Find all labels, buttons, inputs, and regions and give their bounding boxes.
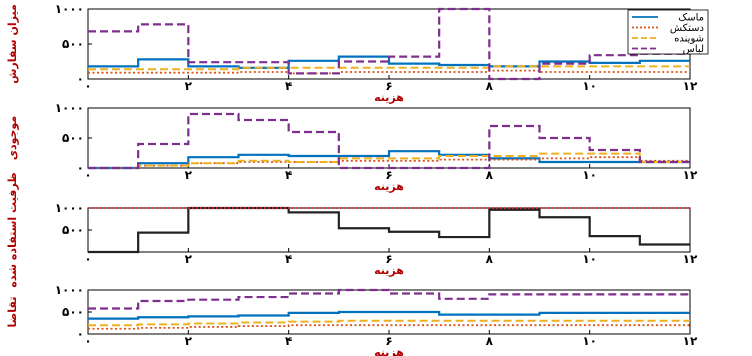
- x-axis-label: هزینه: [374, 180, 404, 193]
- x-tick-label: ۱۰: [582, 79, 597, 93]
- x-tick-label: ۸: [486, 79, 494, 93]
- y-tick-label: ۱۰۰۰: [55, 101, 84, 115]
- y-axis-label: میزان سفارش: [6, 4, 19, 84]
- y-tick-label: ۰: [77, 327, 84, 341]
- x-tick-label: ۰: [84, 334, 91, 348]
- x-tick-label: ۲: [185, 79, 193, 93]
- x-tick-label: ۱۰: [582, 252, 597, 266]
- y-tick-label: ۰: [77, 72, 84, 86]
- x-tick-label: ۰: [84, 168, 91, 182]
- y-tick-label: ۵۰۰: [62, 131, 84, 145]
- x-tick-label: ۱۲: [683, 79, 698, 93]
- series-line-4: [88, 112, 690, 170]
- y-axis-label: تقاضا: [6, 297, 19, 328]
- x-axis-label: هزینه: [374, 346, 404, 356]
- series-line-3: [88, 319, 690, 327]
- x-tick-label: ۰: [84, 79, 91, 93]
- series-line-4: [88, 288, 690, 310]
- series-line-1: [88, 310, 690, 320]
- series-line-3: [88, 152, 690, 169]
- x-tick-label: ۴: [285, 334, 292, 348]
- y-axis-label: موجودی: [6, 116, 19, 160]
- series-line-1: [88, 206, 690, 254]
- series-line-2: [88, 324, 690, 330]
- chart-panel-2: ۰ ۲ ۴ ۶ ۸ ۱۰ ۱۲ ۰ ۵۰۰ ۱۰۰۰ هزینه موجودی: [6, 101, 698, 193]
- x-tick-label: ۲: [185, 334, 193, 348]
- legend-label: ماسک: [678, 13, 704, 24]
- x-tick-label: ۱۲: [683, 334, 698, 348]
- x-tick-label: ۱۲: [683, 168, 698, 182]
- x-tick-label: ۴: [285, 252, 292, 266]
- x-tick-label: ۱۲: [683, 252, 698, 266]
- x-tick-label: ۸: [486, 168, 494, 182]
- x-tick-label: ۴: [285, 168, 292, 182]
- x-tick-label: ۱۰: [582, 168, 597, 182]
- x-tick-label: ۶: [385, 79, 392, 93]
- series-line-1: [88, 150, 690, 170]
- series-line-2: [88, 69, 690, 75]
- series-line-4: [88, 7, 690, 81]
- x-axis-label: هزینه: [374, 264, 404, 277]
- x-tick-label: ۶: [385, 334, 392, 348]
- y-tick-label: ۱۰۰۰: [55, 201, 84, 215]
- y-tick-label: ۱۰۰۰: [55, 283, 84, 297]
- x-tick-label: ۶: [385, 168, 392, 182]
- series-line-3: [88, 65, 690, 71]
- legend-label: لباس: [683, 44, 704, 55]
- legend-label: دستکش: [670, 23, 704, 34]
- chart-panel-4: ۰ ۲ ۴ ۶ ۸ ۱۰ ۱۲ ۰ ۵۰۰ ۱۰۰۰ هزینه تقاضا: [6, 283, 698, 356]
- x-axis-label: هزینه: [374, 91, 404, 104]
- y-tick-label: ۰: [77, 161, 84, 175]
- x-tick-label: ۰: [84, 252, 91, 266]
- x-tick-label: ۸: [486, 252, 494, 266]
- x-tick-label: ۸: [486, 334, 494, 348]
- y-axis-label: ظرفیت استفاده شده: [6, 172, 19, 287]
- y-tick-label: ۱۰۰۰: [55, 2, 84, 16]
- x-tick-label: ۶: [385, 252, 392, 266]
- chart-panel-1: ۰ ۲ ۴ ۶ ۸ ۱۰ ۱۲ ۰ ۵۰۰ ۱۰۰۰ هزینه میزان سفارش: [6, 2, 698, 104]
- x-tick-label: ۱۰: [582, 334, 597, 348]
- chart-panel-3: ۰ ۲ ۴ ۶ ۸ ۱۰ ۱۲ ۵۰۰ ۱۰۰۰ هزینه ظرفیت استفاده شده: [6, 172, 698, 287]
- y-tick-label: ۵۰۰: [62, 223, 84, 237]
- x-tick-label: ۲: [185, 168, 193, 182]
- legend-label: شوینده: [674, 34, 704, 45]
- y-tick-label: ۵۰۰: [62, 37, 84, 51]
- x-tick-label: ۲: [185, 252, 193, 266]
- y-tick-label: ۵۰۰: [62, 305, 84, 319]
- x-tick-label: ۴: [285, 79, 292, 93]
